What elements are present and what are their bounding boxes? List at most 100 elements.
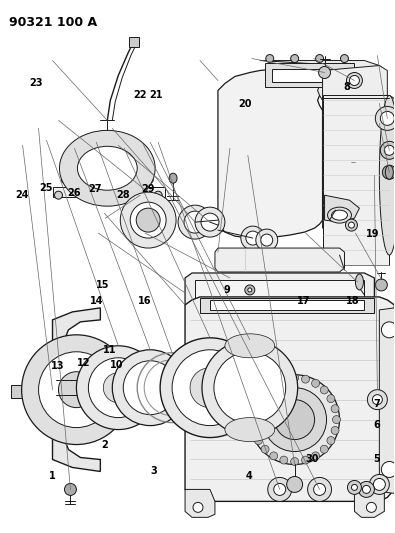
Text: 18: 18 — [346, 296, 360, 306]
Circle shape — [195, 207, 225, 237]
Text: 23: 23 — [29, 78, 43, 88]
Circle shape — [103, 373, 133, 402]
Circle shape — [348, 222, 354, 228]
Ellipse shape — [312, 379, 320, 387]
Circle shape — [120, 192, 176, 248]
Circle shape — [214, 352, 286, 424]
Circle shape — [346, 72, 363, 88]
Circle shape — [367, 503, 376, 512]
Text: 8: 8 — [344, 82, 350, 92]
Circle shape — [64, 483, 76, 495]
Text: 24: 24 — [15, 190, 29, 200]
Circle shape — [291, 54, 299, 62]
Text: 25: 25 — [39, 183, 53, 193]
Circle shape — [275, 400, 314, 440]
Polygon shape — [195, 280, 365, 303]
Circle shape — [372, 394, 382, 405]
Circle shape — [55, 191, 62, 199]
Circle shape — [172, 350, 248, 425]
Ellipse shape — [291, 457, 299, 465]
Circle shape — [130, 202, 166, 238]
Circle shape — [314, 483, 325, 495]
Text: 22: 22 — [134, 90, 147, 100]
Ellipse shape — [62, 161, 153, 183]
Circle shape — [375, 279, 387, 291]
Ellipse shape — [327, 437, 335, 445]
Ellipse shape — [356, 274, 363, 290]
Polygon shape — [260, 61, 384, 100]
Circle shape — [381, 462, 395, 478]
Polygon shape — [53, 187, 165, 197]
Ellipse shape — [333, 416, 340, 424]
Ellipse shape — [261, 386, 269, 394]
Circle shape — [263, 387, 327, 451]
Text: 19: 19 — [366, 229, 380, 239]
Circle shape — [274, 483, 286, 495]
Ellipse shape — [62, 170, 153, 190]
Circle shape — [246, 231, 260, 245]
Circle shape — [381, 322, 395, 338]
Polygon shape — [323, 66, 387, 230]
Text: 2: 2 — [102, 440, 108, 450]
Circle shape — [160, 338, 260, 438]
Text: 3: 3 — [151, 466, 158, 476]
Bar — [200, 298, 374, 313]
Circle shape — [88, 358, 148, 417]
Ellipse shape — [60, 131, 155, 206]
Polygon shape — [379, 308, 395, 494]
Polygon shape — [354, 489, 384, 518]
Bar — [210, 300, 365, 310]
Circle shape — [380, 111, 394, 125]
Ellipse shape — [331, 405, 339, 413]
Text: 30: 30 — [305, 454, 318, 464]
Circle shape — [382, 165, 395, 179]
Text: 7: 7 — [373, 399, 380, 409]
Bar — [323, 95, 389, 265]
Circle shape — [154, 191, 162, 199]
Circle shape — [256, 229, 278, 251]
Text: 90321 100 A: 90321 100 A — [9, 15, 97, 29]
Text: 14: 14 — [90, 296, 104, 306]
Circle shape — [367, 390, 387, 410]
Text: 17: 17 — [297, 296, 310, 306]
Circle shape — [268, 478, 292, 502]
Circle shape — [245, 285, 255, 295]
Ellipse shape — [379, 95, 395, 255]
Circle shape — [352, 484, 357, 490]
Ellipse shape — [327, 394, 335, 402]
Circle shape — [190, 368, 230, 408]
Text: 29: 29 — [141, 184, 155, 195]
Ellipse shape — [312, 452, 320, 460]
Circle shape — [241, 226, 265, 250]
Circle shape — [202, 340, 298, 435]
Text: 9: 9 — [224, 286, 230, 295]
Circle shape — [316, 54, 324, 62]
Text: 5: 5 — [373, 454, 380, 464]
Ellipse shape — [301, 375, 309, 383]
Text: 13: 13 — [51, 361, 64, 372]
Circle shape — [266, 54, 274, 62]
Circle shape — [340, 54, 348, 62]
Polygon shape — [218, 62, 323, 238]
Ellipse shape — [270, 379, 278, 387]
Circle shape — [287, 477, 303, 492]
Polygon shape — [379, 95, 394, 112]
Circle shape — [22, 335, 131, 445]
Circle shape — [373, 479, 386, 490]
Text: 21: 21 — [149, 90, 163, 100]
Circle shape — [178, 205, 212, 239]
Text: 1: 1 — [49, 472, 55, 481]
Bar — [11, 385, 26, 398]
Polygon shape — [215, 248, 344, 272]
Circle shape — [136, 208, 160, 232]
Circle shape — [346, 219, 357, 231]
Polygon shape — [185, 273, 374, 310]
Ellipse shape — [386, 165, 393, 179]
Text: 15: 15 — [96, 280, 110, 290]
Circle shape — [380, 141, 395, 159]
Ellipse shape — [250, 426, 258, 434]
Circle shape — [350, 76, 359, 85]
Ellipse shape — [169, 173, 177, 183]
Ellipse shape — [331, 426, 339, 434]
Circle shape — [319, 67, 331, 78]
